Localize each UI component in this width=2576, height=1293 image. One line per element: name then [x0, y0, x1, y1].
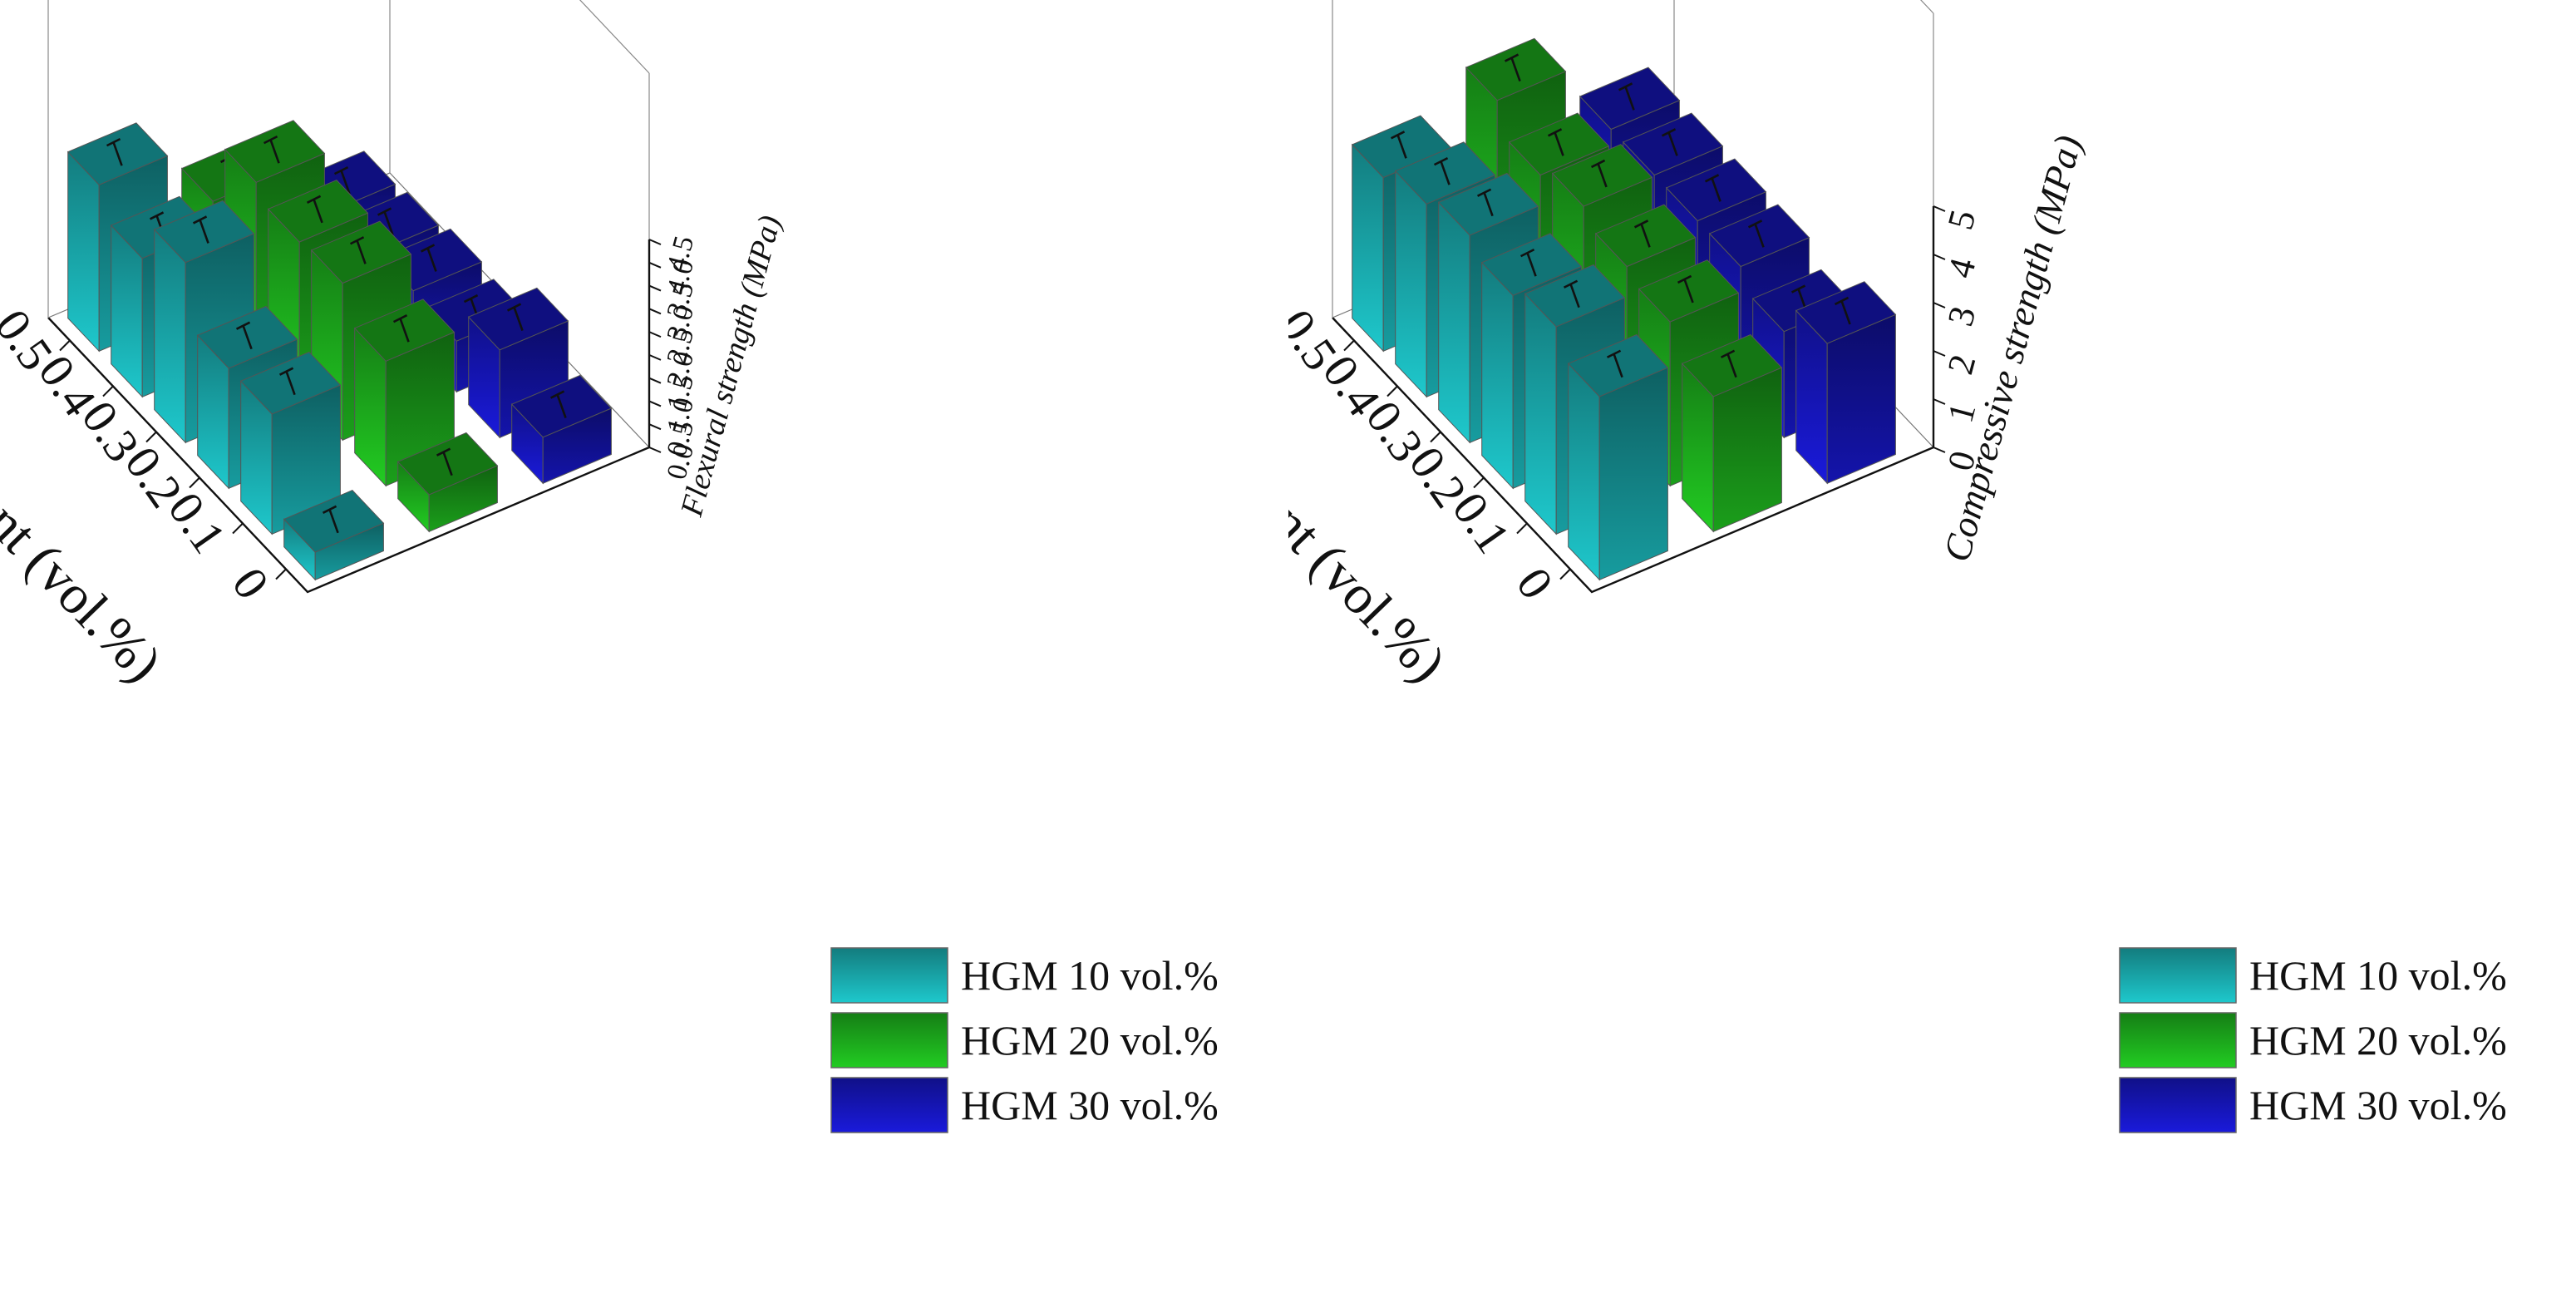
x-tick-label: 0 — [1506, 558, 1564, 609]
bar-hgm-30-vol--0 — [510, 374, 613, 485]
legend-swatch — [2119, 1012, 2237, 1068]
z-tick-label: 4 — [1939, 254, 1983, 282]
bars — [66, 120, 613, 581]
bar-hgm-10-vol--0 — [1567, 333, 1669, 581]
bar-hgm-20-vol--0.1 — [353, 299, 456, 487]
legend-swatch — [2119, 947, 2237, 1004]
legend-swatch — [830, 1012, 948, 1068]
legend-label: HGM 10 vol.% — [961, 952, 1219, 999]
flexural-strength-panel: 0.0 0.5 1.0 1.5 2.0 2.5 3.0 3.5 4.0 4.5 Flexural s… — [0, 0, 1219, 1133]
legend-label: HGM 20 vol.% — [2249, 1017, 2507, 1064]
legend-label: HGM 30 vol.% — [961, 1082, 1219, 1128]
legend-label: HGM 10 vol.% — [2249, 952, 2507, 999]
bar-hgm-30-vol--0 — [1795, 281, 1897, 485]
legend-label: HGM 30 vol.% — [2249, 1082, 2507, 1128]
z-tick-label: 5 — [1939, 205, 1983, 234]
legend-swatch — [830, 947, 948, 1004]
bars — [1351, 37, 1897, 581]
x-tick-label: 0 — [222, 558, 280, 609]
legend: HGM 10 vol.% HGM 20 vol.% HGM 30 vol.% — [2119, 947, 2507, 1133]
legend: HGM 10 vol.% HGM 20 vol.% HGM 30 vol.% — [830, 947, 1219, 1133]
bar-hgm-10-vol--0 — [283, 490, 385, 581]
bar-hgm-30-vol--0.1 — [467, 287, 569, 439]
z-tick-label: 3 — [1939, 302, 1983, 330]
legend-label: HGM 20 vol.% — [961, 1017, 1219, 1064]
bar-hgm-20-vol--0 — [1681, 333, 1783, 533]
bar-hgm-10-vol--0.1 — [239, 351, 342, 535]
legend-swatch — [2119, 1077, 2237, 1133]
bar-hgm-20-vol--0 — [396, 432, 499, 533]
z-tick-label: 2 — [1939, 350, 1983, 378]
z-axis-title: Compressive strength (MPa) — [1935, 131, 2090, 565]
legend-swatch — [830, 1077, 948, 1133]
compressive-strength-panel: 0 1 2 3 4 5 Compressive strength (MPa) 0 0.1 0.2 0… — [1288, 0, 2576, 1293]
